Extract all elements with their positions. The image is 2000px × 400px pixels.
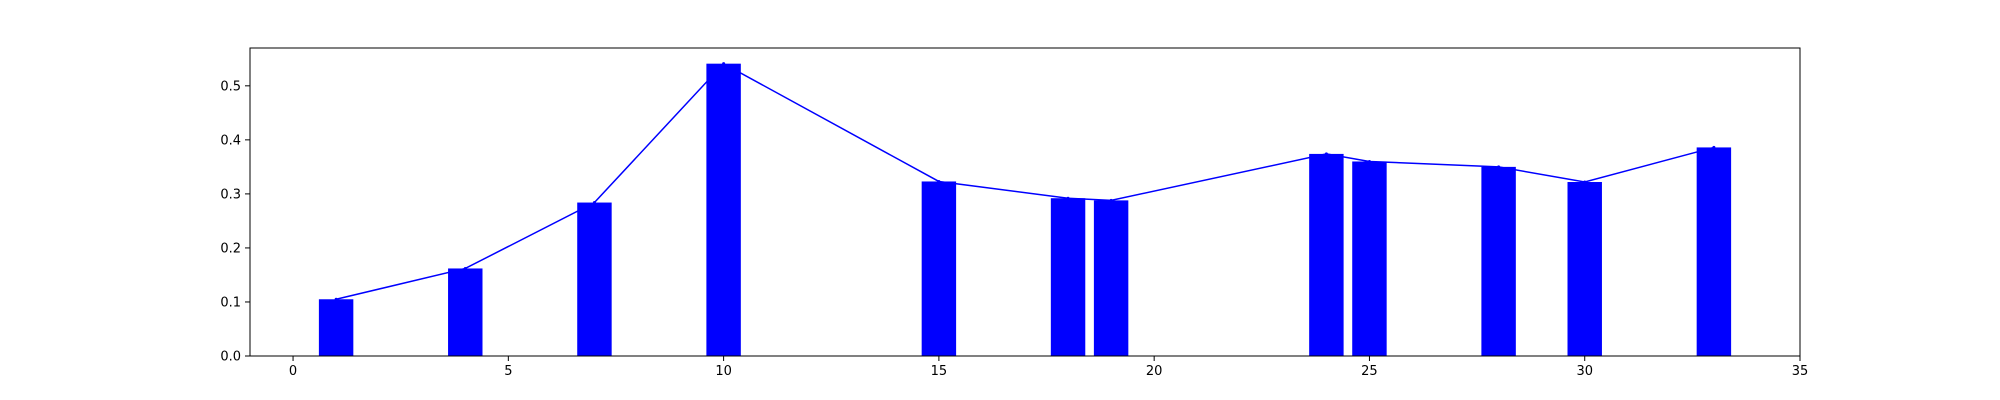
bar-4 [921, 181, 957, 356]
x-tick-label-7: 35 [1792, 364, 1809, 379]
line-point-11 [1712, 145, 1716, 149]
bars [318, 63, 1732, 357]
x-axis: 0 5 10 15 20 25 30 35 [289, 356, 1808, 379]
bar-0 [318, 299, 354, 356]
line-point-8 [1367, 159, 1371, 163]
series-line [335, 62, 1715, 300]
x-tick-label-6: 30 [1576, 364, 1593, 379]
x-tick-label-3: 15 [931, 364, 948, 379]
y-tick-label-4: 0.4 [220, 133, 241, 148]
line-point-10 [1583, 180, 1587, 184]
bar-10 [1567, 182, 1602, 356]
axes-frame [249, 47, 1801, 357]
line-point-7 [1324, 152, 1328, 156]
bar-9 [1481, 166, 1516, 356]
y-tick-label-3: 0.3 [220, 187, 241, 202]
x-tick-label-4: 20 [1146, 364, 1163, 379]
y-tick-label-1: 0.1 [220, 295, 241, 310]
bar-2 [577, 202, 612, 356]
line-point-6 [1109, 198, 1113, 202]
bar-5 [1050, 198, 1086, 356]
line-point-3 [722, 62, 726, 66]
x-tick-label-1: 5 [504, 364, 512, 379]
bar-11 [1696, 147, 1732, 356]
x-tick-label-5: 25 [1361, 364, 1378, 379]
bar-8 [1352, 161, 1387, 356]
bar-3 [706, 63, 741, 357]
y-tick-label-2: 0.2 [220, 241, 241, 256]
x-tick-label-0: 0 [289, 364, 297, 379]
bar-7 [1309, 153, 1344, 356]
x-tick-label-2: 10 [715, 364, 732, 379]
line-point-5 [1066, 196, 1070, 200]
y-tick-label-0: 0.0 [220, 350, 241, 365]
line-point-1 [463, 266, 467, 270]
bar-6 [1093, 200, 1129, 356]
line-point-2 [592, 201, 596, 205]
bar-1 [448, 268, 483, 356]
y-axis: 0.0 0.1 0.2 0.3 0.4 0.5 [220, 79, 250, 365]
series-line-layer [334, 62, 1716, 301]
line-point-9 [1497, 165, 1501, 169]
line-point-0 [334, 297, 338, 301]
y-tick-label-5: 0.5 [220, 79, 241, 94]
line-point-4 [937, 179, 941, 183]
